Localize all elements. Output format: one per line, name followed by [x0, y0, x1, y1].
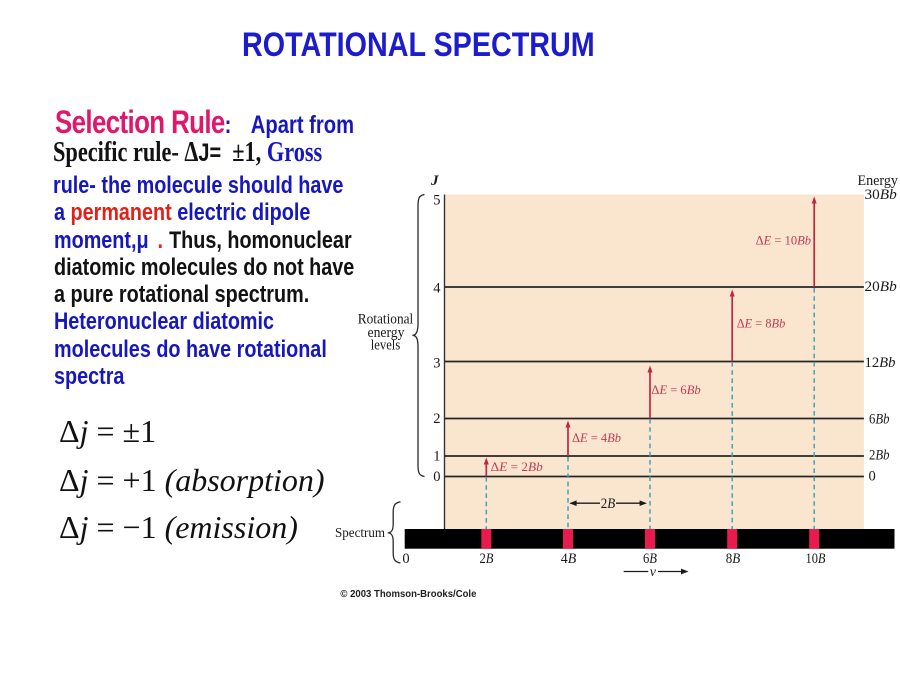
svg-text:6B: 6B [643, 551, 657, 567]
svg-text:30Bb: 30Bb [865, 187, 897, 203]
svg-text:12Bb: 12Bb [865, 355, 896, 371]
svg-text:1: 1 [433, 449, 440, 465]
svg-text:energy: energy [368, 325, 406, 341]
svg-text:3: 3 [433, 355, 440, 371]
svg-text:8B: 8B [726, 551, 741, 567]
svg-text:ΔE = 6Bb: ΔE = 6Bb [651, 383, 701, 397]
svg-text:ΔE = 10Bb: ΔE = 10Bb [756, 233, 812, 247]
svg-text:ΔE = 8Bb: ΔE = 8Bb [737, 316, 786, 330]
svg-text:4B: 4B [561, 551, 577, 567]
svg-text:6Bb: 6Bb [869, 411, 890, 427]
svg-text:ΔE = 4Bb: ΔE = 4Bb [572, 431, 622, 445]
svg-text:4: 4 [433, 280, 441, 296]
svg-text:5: 5 [433, 192, 440, 208]
svg-text:Spectrum: Spectrum [335, 525, 385, 540]
svg-text:0: 0 [869, 468, 876, 484]
svg-text:levels: levels [371, 337, 401, 353]
svg-text:20Bb: 20Bb [865, 279, 897, 295]
svg-text:2: 2 [433, 411, 440, 427]
svg-text:2B: 2B [480, 551, 494, 567]
svg-text:0: 0 [402, 551, 409, 567]
svg-text:ν: ν [650, 565, 657, 580]
svg-text:Rotational: Rotational [358, 311, 414, 327]
svg-text:© 2003 Thomson-Brooks/Cole: © 2003 Thomson-Brooks/Cole [340, 589, 476, 600]
svg-text:10B: 10B [806, 551, 826, 567]
svg-text:2B: 2B [601, 496, 616, 512]
svg-text:J: J [430, 173, 439, 189]
svg-text:0: 0 [433, 469, 440, 485]
svg-text:2Bb: 2Bb [869, 447, 890, 463]
svg-text:ΔE = 2Bb: ΔE = 2Bb [491, 460, 544, 474]
svg-text:Energy: Energy [858, 173, 899, 189]
